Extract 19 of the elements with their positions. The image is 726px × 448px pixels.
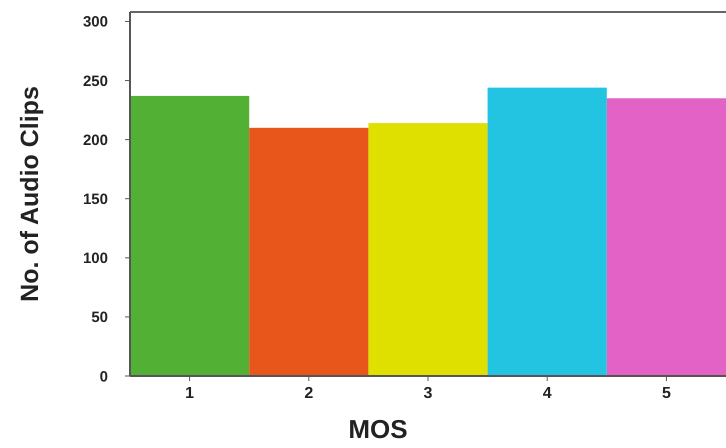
y-tick-label: 200 <box>82 132 108 149</box>
bar <box>368 123 488 376</box>
y-tick-label: 100 <box>82 250 108 268</box>
y-tick-label: 150 <box>82 190 108 208</box>
x-axis-title: MOS <box>348 414 408 444</box>
bar <box>130 96 250 376</box>
x-tick-label: 4 <box>542 385 552 402</box>
y-tick-label: 50 <box>91 309 108 326</box>
bar <box>488 88 607 376</box>
y-tick-label: 0 <box>100 368 108 386</box>
y-axis-title: No. of Audio Clips <box>16 86 44 302</box>
bar <box>606 98 726 376</box>
x-tick-label: 2 <box>304 385 314 402</box>
bar <box>249 128 368 376</box>
x-tick-label: 5 <box>662 385 671 402</box>
x-tick-label: 1 <box>185 385 194 402</box>
x-tick-label: 3 <box>424 385 433 402</box>
y-tick-label: 250 <box>82 72 108 90</box>
y-tick-label: 300 <box>82 14 108 31</box>
